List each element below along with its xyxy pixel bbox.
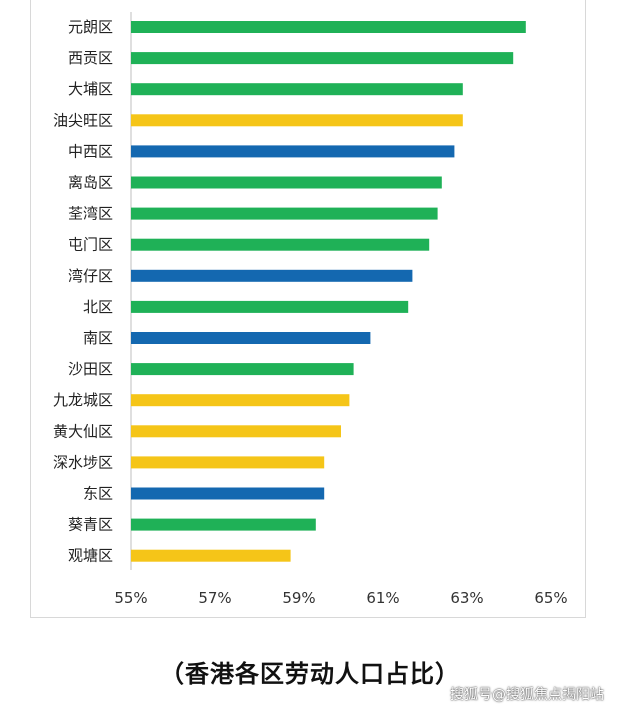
bar (131, 363, 354, 376)
bar (131, 21, 526, 33)
bar (131, 332, 371, 344)
category-label: 西贡区 (68, 49, 113, 67)
bar (131, 114, 463, 127)
category-label: 南区 (83, 329, 113, 347)
bar (131, 269, 413, 282)
category-label: 九龙城区 (53, 391, 113, 409)
x-tick-label: 65% (534, 589, 567, 607)
category-label: 大埔区 (68, 80, 113, 98)
x-tick-label: 55% (114, 589, 147, 607)
x-tick-label: 57% (198, 589, 231, 607)
chart-caption: （香港各区劳动人口占比） (160, 660, 460, 688)
category-label: 元朗区 (68, 18, 113, 36)
bar (131, 425, 341, 438)
x-tick-label: 59% (282, 589, 315, 607)
bar (131, 145, 455, 158)
category-label: 沙田区 (68, 360, 113, 378)
bar (131, 207, 438, 220)
bar-chart: 元朗区西贡区大埔区油尖旺区中西区离岛区荃湾区屯门区湾仔区北区南区沙田区九龙城区黄… (53, 12, 568, 607)
x-tick-label: 61% (366, 589, 399, 607)
category-label: 黄大仙区 (53, 422, 113, 440)
category-label: 荃湾区 (68, 205, 113, 223)
category-label: 中西区 (68, 142, 113, 160)
bar (131, 52, 514, 65)
bar (131, 300, 409, 313)
bar (131, 456, 325, 469)
bar (131, 487, 325, 500)
bar (131, 176, 442, 189)
bar (131, 238, 430, 251)
bar (131, 549, 291, 562)
bar (131, 394, 350, 407)
category-label: 深水埗区 (53, 453, 113, 471)
x-tick-label: 63% (450, 589, 483, 607)
bar (131, 83, 463, 96)
category-label: 湾仔区 (68, 267, 113, 285)
category-label: 北区 (83, 298, 113, 316)
category-label: 油尖旺区 (53, 111, 113, 129)
chart-frame (30, 0, 586, 618)
watermark: 搜狐号@搜狐焦点揭阳站 (450, 687, 604, 703)
category-label: 葵青区 (68, 516, 113, 534)
category-label: 东区 (83, 485, 113, 503)
category-label: 屯门区 (68, 236, 113, 254)
category-label: 观塘区 (68, 547, 113, 565)
category-label: 离岛区 (68, 174, 113, 192)
bar (131, 518, 316, 531)
